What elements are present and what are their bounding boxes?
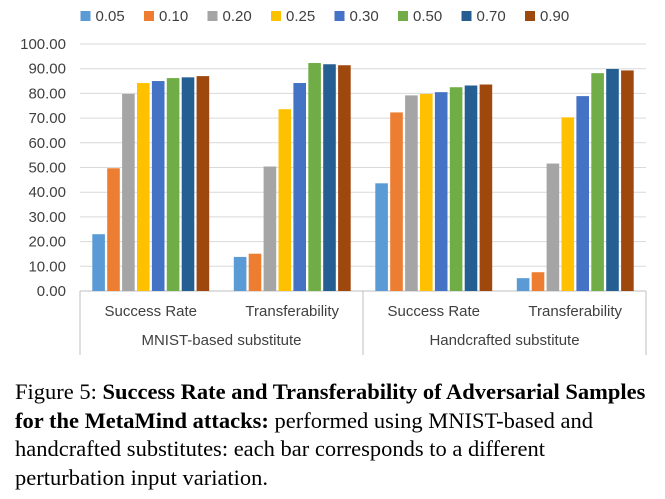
- bar: [420, 93, 433, 291]
- bar: [449, 87, 463, 291]
- y-tick-label: 0.00: [37, 283, 66, 300]
- bar: [434, 92, 448, 291]
- x-category-label: Success Rate: [387, 303, 480, 320]
- bar: [181, 77, 195, 291]
- x-category-label: Transferability: [245, 303, 339, 320]
- legend-swatch: [144, 11, 154, 21]
- x-group-label: Handcrafted substitute: [429, 332, 579, 349]
- legend-swatch: [271, 11, 281, 21]
- bar: [591, 73, 604, 291]
- legend-swatch: [207, 11, 218, 21]
- bar: [151, 81, 165, 291]
- legend-label: 0.90: [540, 8, 569, 25]
- bar: [92, 234, 105, 291]
- bar: [479, 84, 493, 292]
- bar: [338, 65, 351, 291]
- caption-text: performed using MNIST-based and handcraf…: [15, 407, 594, 490]
- bar: [196, 76, 210, 291]
- legend-label: 0.10: [159, 8, 188, 25]
- y-tick-label: 30.00: [28, 209, 66, 226]
- bars: [92, 63, 634, 292]
- y-tick-label: 100.00: [20, 36, 66, 53]
- bar: [293, 83, 306, 291]
- bar: [308, 63, 321, 292]
- bar: [166, 78, 180, 291]
- bar: [248, 253, 262, 291]
- x-group-label: MNIST-based substitute: [141, 332, 301, 349]
- bar: [561, 117, 575, 291]
- bar: [233, 256, 247, 291]
- gridlines: [80, 43, 646, 292]
- legend-label: 0.50: [413, 8, 442, 25]
- legend-label: 0.20: [223, 8, 252, 25]
- caption-bold-title: Success Rate and Transferability of Adve…: [15, 379, 646, 433]
- bar: [546, 163, 560, 291]
- x-category-label: Transferability: [528, 303, 622, 320]
- legend-swatch: [80, 11, 91, 21]
- caption-label: Figure 5:: [15, 379, 97, 404]
- y-tick-label: 80.00: [28, 85, 66, 102]
- bar: [323, 64, 336, 291]
- bar: [464, 85, 478, 291]
- bar: [531, 272, 545, 291]
- x-axis: Success Rate Transferability Success Rate T…: [79, 291, 647, 355]
- y-tick-label: 40.00: [28, 184, 66, 201]
- figure-caption: Figure 5: Success Rate and Transferabili…: [15, 378, 660, 492]
- y-tick-label: 60.00: [28, 135, 66, 152]
- bar: [278, 109, 292, 291]
- bar-chart: 0.05 0.10 0.20 0.25 0.30 0.50 0.70 0.90 0.00 10.…: [20, 8, 647, 355]
- legend-label: 0.30: [350, 8, 379, 25]
- legend-swatch: [398, 11, 408, 21]
- y-tick-label: 50.00: [28, 160, 66, 177]
- bar: [621, 70, 634, 291]
- legend-label: 0.05: [96, 8, 125, 25]
- bar: [375, 183, 388, 291]
- x-category-label: Success Rate: [104, 303, 197, 320]
- y-axis-ticks: 0.00 10.00 20.00 30.00 40.00 50.00 60.00 70.00 8…: [20, 36, 66, 300]
- y-tick-label: 70.00: [28, 110, 66, 127]
- y-tick-label: 10.00: [28, 258, 66, 275]
- bar: [122, 93, 135, 291]
- bar: [576, 96, 589, 291]
- bar: [390, 112, 403, 291]
- y-tick-label: 20.00: [28, 234, 66, 251]
- legend-swatch: [461, 11, 472, 21]
- legend-swatch: [334, 11, 345, 21]
- bar: [263, 166, 277, 291]
- legend: 0.05 0.10 0.20 0.25 0.30 0.50 0.70 0.90: [80, 8, 569, 25]
- bar: [606, 68, 619, 292]
- legend-label: 0.70: [477, 8, 506, 25]
- y-tick-label: 90.00: [28, 61, 66, 78]
- legend-swatch: [525, 11, 535, 21]
- bar: [107, 168, 120, 291]
- bar: [405, 95, 418, 291]
- bar: [516, 278, 530, 291]
- bar: [137, 83, 150, 291]
- legend-label: 0.25: [286, 8, 315, 25]
